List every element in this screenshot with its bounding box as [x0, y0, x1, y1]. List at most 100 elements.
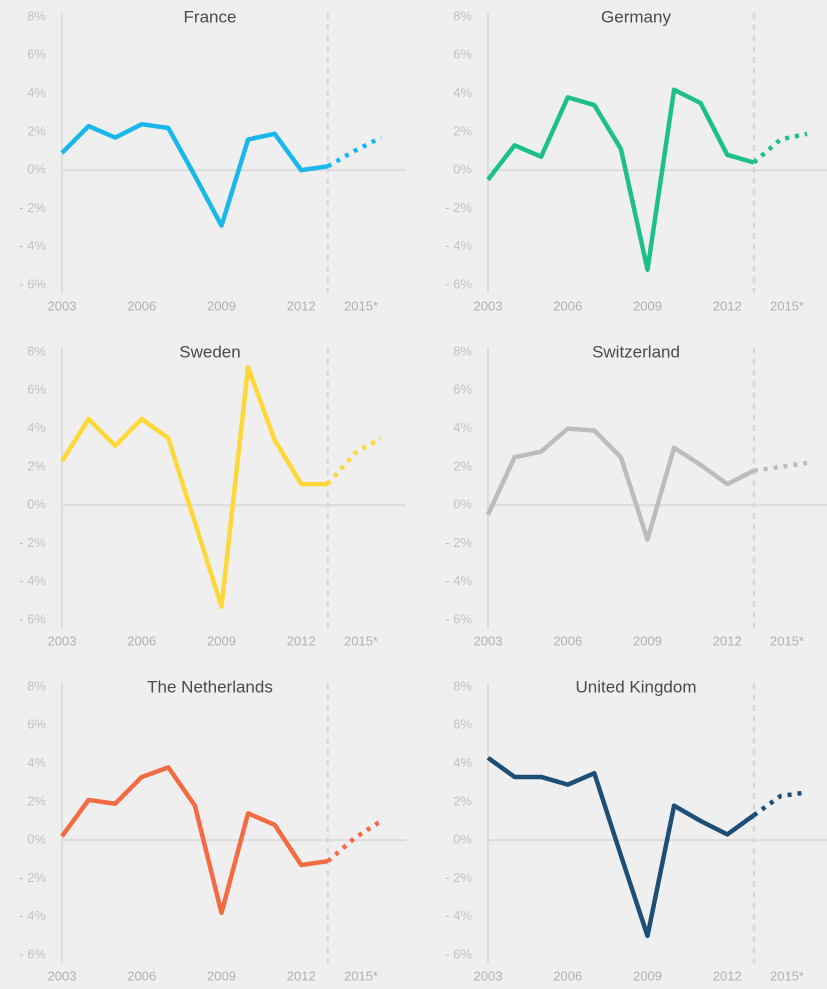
x-tick-label: 2006	[553, 298, 582, 313]
y-tick-label: 6%	[27, 47, 46, 62]
data-line	[60, 765, 329, 916]
y-tick-label: - 6%	[19, 611, 46, 626]
panel: 8% 6% 4% 2% 0% - 2% - 4% - 6%2003 2006 2009 2012 20…	[445, 7, 827, 313]
data-line	[60, 365, 328, 609]
forecast-line	[326, 819, 383, 863]
x-tick-label: 2012	[713, 968, 742, 983]
x-tick-label: 2006	[127, 298, 156, 313]
forecast-line	[752, 790, 808, 818]
x-tick-label: 2009	[633, 633, 662, 648]
y-tick-label: 2%	[27, 123, 46, 138]
x-tick-label: 2012	[713, 298, 742, 313]
y-tick-label: 2%	[453, 458, 472, 473]
x-tick-label: 2009	[207, 633, 236, 648]
y-tick-label: 4%	[453, 85, 472, 100]
y-tick-label: - 2%	[19, 870, 46, 885]
x-tick-label: 2006	[553, 968, 582, 983]
x-tick-label: 2009	[207, 968, 236, 983]
y-tick-label: 8%	[27, 678, 46, 693]
y-tick-label: - 6%	[19, 946, 46, 961]
y-tick-label: 6%	[453, 717, 472, 732]
y-tick-label: 0%	[27, 162, 46, 177]
y-tick-label: - 4%	[19, 908, 46, 923]
panel: 8% 6% 4% 2% 0% - 2% - 4% - 6%2003 2006 2009 2012 20…	[19, 342, 406, 648]
y-tick-label: 2%	[453, 793, 472, 808]
forecast-line	[326, 436, 383, 486]
x-tick-label: 2003	[48, 968, 77, 983]
y-tick-label: - 4%	[445, 238, 472, 253]
y-tick-label: - 2%	[19, 200, 46, 215]
y-tick-label: 0%	[453, 497, 472, 512]
chart-title: Germany	[601, 7, 671, 26]
x-tick-label: 2003	[48, 633, 77, 648]
y-tick-label: 8%	[27, 8, 46, 23]
y-tick-label: - 2%	[19, 535, 46, 550]
y-tick-label: 6%	[27, 717, 46, 732]
y-tick-label: - 2%	[445, 870, 472, 885]
data-line	[486, 87, 755, 272]
y-tick-label: - 6%	[445, 946, 472, 961]
x-tick-label: 2006	[127, 633, 156, 648]
x-tick-label: 2015*	[770, 968, 804, 983]
x-tick-label: 2003	[48, 298, 77, 313]
y-tick-label: - 2%	[445, 535, 472, 550]
x-tick-label: 2009	[633, 968, 662, 983]
y-tick-label: 6%	[453, 47, 472, 62]
y-tick-label: 8%	[453, 8, 472, 23]
y-tick-label: 0%	[27, 497, 46, 512]
x-tick-label: 2012	[713, 633, 742, 648]
chart-title: Switzerland	[592, 342, 680, 361]
y-tick-label: 8%	[453, 343, 472, 358]
x-tick-label: 2003	[474, 968, 503, 983]
data-line	[485, 426, 755, 542]
x-tick-label: 2003	[474, 298, 503, 313]
x-tick-label: 2015*	[344, 633, 378, 648]
chart-title: The Netherlands	[147, 677, 273, 696]
x-tick-label: 2015*	[344, 968, 378, 983]
x-tick-label: 2012	[287, 633, 316, 648]
x-tick-label: 2006	[553, 633, 582, 648]
x-tick-label: 2015*	[344, 298, 378, 313]
x-tick-label: 2003	[474, 633, 503, 648]
y-tick-label: 4%	[27, 85, 46, 100]
y-tick-label: - 4%	[19, 573, 46, 588]
y-tick-label: 2%	[27, 793, 46, 808]
panel: 8% 6% 4% 2% 0% - 2% - 4% - 6%2003 2006 2009 2012 20…	[19, 7, 406, 313]
y-tick-label: - 2%	[445, 200, 472, 215]
forecast-line	[753, 460, 808, 473]
y-tick-label: - 4%	[19, 238, 46, 253]
chart-title: France	[184, 7, 237, 26]
forecast-line	[752, 131, 808, 165]
panel: 8% 6% 4% 2% 0% - 2% - 4% - 6%2003 2006 2009 2012 20…	[445, 677, 827, 983]
y-tick-label: 6%	[27, 382, 46, 397]
y-tick-label: 0%	[453, 832, 472, 847]
x-tick-label: 2006	[127, 968, 156, 983]
x-tick-label: 2015*	[770, 633, 804, 648]
data-line	[486, 756, 756, 939]
y-tick-label: 4%	[27, 420, 46, 435]
panel: 8% 6% 4% 2% 0% - 2% - 4% - 6%2003 2006 2009 2012 20…	[445, 342, 827, 648]
y-tick-label: - 4%	[445, 573, 472, 588]
x-tick-label: 2012	[287, 298, 316, 313]
y-tick-label: 8%	[27, 343, 46, 358]
y-tick-label: 4%	[27, 755, 46, 770]
chart-title: United Kingdom	[576, 677, 697, 696]
y-tick-label: - 6%	[445, 611, 472, 626]
y-tick-label: - 6%	[445, 276, 472, 291]
y-tick-label: 2%	[453, 123, 472, 138]
data-line	[60, 121, 329, 228]
y-tick-label: 6%	[453, 382, 472, 397]
y-tick-label: 4%	[453, 420, 472, 435]
panel: 8% 6% 4% 2% 0% - 2% - 4% - 6%2003 2006 2009 2012 20…	[19, 677, 406, 983]
y-tick-label: - 6%	[19, 276, 46, 291]
x-tick-label: 2015*	[770, 298, 804, 313]
x-tick-label: 2012	[287, 968, 316, 983]
y-tick-label: 8%	[453, 678, 472, 693]
forecast-line	[326, 135, 383, 169]
y-tick-label: 0%	[27, 832, 46, 847]
y-tick-label: 2%	[27, 458, 46, 473]
y-tick-label: 4%	[453, 755, 472, 770]
x-tick-label: 2009	[633, 298, 662, 313]
x-tick-label: 2009	[207, 298, 236, 313]
